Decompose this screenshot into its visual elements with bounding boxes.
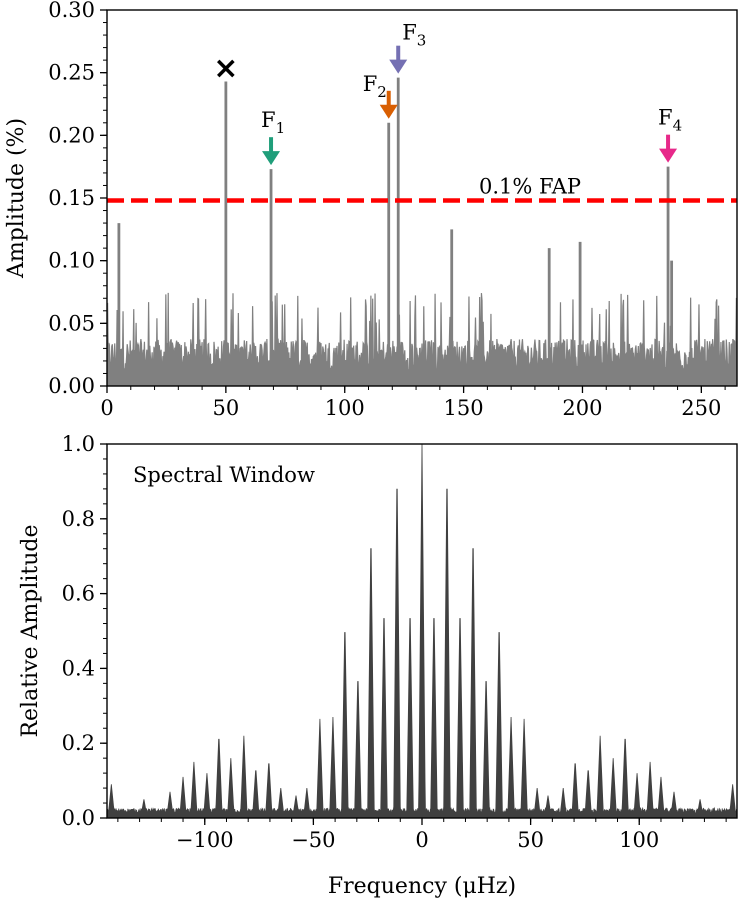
annotation-subscript: 4 [673, 117, 683, 135]
y-tick-label: 1.0 [62, 432, 95, 456]
y-tick-label: 0.30 [48, 0, 95, 22]
annotation-arrow-head [262, 151, 281, 166]
x-tick-label: 0 [100, 396, 113, 420]
annotation-subscript: 1 [276, 119, 286, 137]
y-axis-label: Relative Amplitude [18, 524, 43, 737]
y-tick-label: 0.00 [48, 374, 95, 398]
panel-title: Spectral Window [133, 463, 315, 487]
x-tick-label: 150 [444, 396, 484, 420]
annotation-label: F1 [261, 108, 285, 137]
annotation-letter: F [402, 21, 417, 45]
annotation-label: F2 [363, 72, 387, 101]
y-tick-label: 0.4 [62, 656, 95, 680]
annotation-subscript: 3 [417, 32, 427, 50]
annotation-arrow-head [379, 104, 398, 119]
rejected-peak-marker: × [213, 51, 238, 86]
plot-area [107, 77, 737, 386]
annotation-arrow-head [389, 59, 408, 74]
x-tick-label: 50 [517, 828, 544, 852]
x-tick-label: −100 [176, 828, 234, 852]
x-tick-label: −50 [291, 828, 335, 852]
annotation-label: F3 [402, 21, 426, 50]
x-tick-label: 100 [619, 828, 659, 852]
y-tick-label: 0.15 [48, 186, 95, 210]
y-tick-label: 0.05 [48, 311, 95, 335]
y-tick-label: 0.2 [62, 731, 95, 755]
figure-xlabel: Frequency (μHz) [328, 874, 516, 899]
y-axis-label: Amplitude (%) [4, 118, 29, 279]
spectral-window-panel: Spectral Window −100 −50 0 50 100 0.0 0.2 0.4 0.6… [18, 432, 738, 852]
plot-area [107, 444, 737, 818]
annotation-label: F4 [658, 106, 682, 135]
x-tick-label: 0 [415, 828, 428, 852]
annotation-letter: F [363, 72, 378, 96]
x-tick-label: 50 [213, 396, 240, 420]
annotation-letter: F [658, 106, 673, 130]
noise-spectrum [107, 292, 737, 386]
y-tick-label: 0.20 [48, 123, 95, 147]
y-tick-label: 0.10 [48, 249, 95, 273]
x-tick-label: 100 [325, 396, 365, 420]
y-tick-label: 0.8 [62, 507, 95, 531]
y-tick-label: 0.6 [62, 582, 95, 606]
y-tick-label: 0.0 [62, 806, 95, 830]
x-tick-label: 250 [681, 396, 721, 420]
annotation-letter: F [261, 108, 276, 132]
fap-threshold-label: 0.1% FAP [479, 175, 581, 199]
annotation-subscript: 2 [377, 83, 387, 101]
axes-frame [106, 9, 738, 387]
y-tick-label: 0.25 [48, 61, 95, 85]
x-tick-label: 200 [562, 396, 602, 420]
annotation-arrow-head [659, 148, 678, 163]
window-curve [107, 444, 737, 818]
